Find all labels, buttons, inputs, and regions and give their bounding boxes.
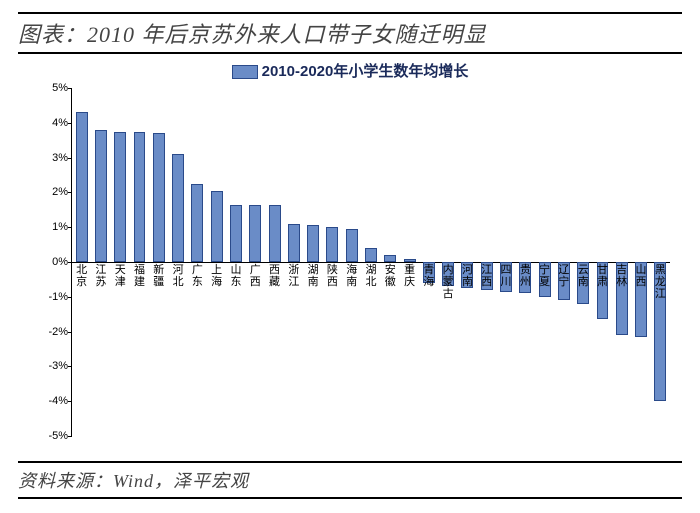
x-tick-label: 内蒙古	[439, 264, 458, 300]
x-tick-label: 河北	[168, 264, 187, 288]
y-tick	[68, 123, 72, 124]
bar	[326, 227, 338, 262]
y-tick	[68, 332, 72, 333]
y-tick	[68, 88, 72, 89]
y-tick-label: -5%	[36, 430, 68, 442]
bar	[269, 205, 281, 262]
x-tick-label: 宁夏	[535, 264, 554, 288]
x-tick-label: 海南	[342, 264, 361, 288]
bar	[307, 225, 319, 262]
y-tick-label: 3%	[36, 152, 68, 164]
x-tick-label: 福建	[130, 264, 149, 288]
y-tick-label: 5%	[36, 82, 68, 94]
x-tick-label: 山西	[631, 264, 650, 288]
y-tick	[68, 297, 72, 298]
y-tick	[68, 158, 72, 159]
bar	[191, 184, 203, 262]
bar	[404, 259, 416, 262]
x-tick-label: 甘肃	[593, 264, 612, 288]
y-tick-label: -2%	[36, 326, 68, 338]
bar	[365, 248, 377, 262]
x-tick-label: 上海	[207, 264, 226, 288]
x-tick-label: 湖北	[361, 264, 380, 288]
y-tick	[68, 227, 72, 228]
x-tick-label: 湖南	[303, 264, 322, 288]
bar	[249, 205, 261, 262]
bar	[384, 255, 396, 262]
y-tick	[68, 192, 72, 193]
bar	[211, 191, 223, 262]
legend: 2010-2020年小学生数年均增长	[0, 60, 700, 81]
x-tick-label: 辽宁	[554, 264, 573, 288]
y-tick-label: 0%	[36, 256, 68, 268]
x-tick-label: 广西	[246, 264, 265, 288]
bar	[346, 229, 358, 262]
x-tick-label: 河南	[458, 264, 477, 288]
chart-area: -5%-4%-3%-2%-1%0%1%2%3%4%5%北京江苏天津福建新疆河北广…	[36, 82, 676, 442]
x-tick-label: 北京	[72, 264, 91, 288]
bar	[288, 224, 300, 262]
x-tick-label: 安徽	[381, 264, 400, 288]
bar	[134, 132, 146, 263]
page: 图表：2010 年后京苏外来人口带子女随迁明显 2010-2020年小学生数年均…	[0, 0, 700, 513]
x-tick-label: 新疆	[149, 264, 168, 288]
x-tick-label: 广东	[188, 264, 207, 288]
y-tick-label: -1%	[36, 291, 68, 303]
legend-swatch	[232, 65, 258, 79]
x-tick-label: 吉林	[612, 264, 631, 288]
y-tick-label: 1%	[36, 221, 68, 233]
source-text: 资料来源：Wind，泽平宏观	[18, 467, 249, 493]
legend-label: 2010-2020年小学生数年均增长	[262, 63, 469, 80]
x-tick-label: 四川	[496, 264, 515, 288]
y-tick	[68, 401, 72, 402]
y-tick	[68, 366, 72, 367]
y-tick-label: 4%	[36, 117, 68, 129]
x-tick-label: 陕西	[323, 264, 342, 288]
x-tick-label: 贵州	[516, 264, 535, 288]
bar	[172, 154, 184, 262]
x-tick-label: 重庆	[400, 264, 419, 288]
chart-title: 图表：2010 年后京苏外来人口带子女随迁明显	[18, 17, 487, 49]
y-tick	[68, 436, 72, 437]
x-tick-label: 天津	[111, 264, 130, 288]
bar	[95, 130, 107, 262]
x-tick-label: 浙江	[284, 264, 303, 288]
title-bar: 图表：2010 年后京苏外来人口带子女随迁明显	[18, 12, 682, 54]
x-tick-label: 江苏	[91, 264, 110, 288]
bar	[153, 133, 165, 262]
x-tick-label: 西藏	[265, 264, 284, 288]
x-tick-label: 青海	[419, 264, 438, 288]
bar	[76, 112, 88, 262]
y-tick-label: -4%	[36, 395, 68, 407]
bar	[230, 205, 242, 262]
bar	[114, 132, 126, 263]
source-bar: 资料来源：Wind，泽平宏观	[18, 461, 682, 499]
y-tick-label: -3%	[36, 360, 68, 372]
x-tick-label: 山东	[226, 264, 245, 288]
x-tick-label: 江西	[477, 264, 496, 288]
y-tick-label: 2%	[36, 186, 68, 198]
y-tick	[68, 262, 72, 263]
x-tick-label: 黑龙江	[651, 264, 670, 300]
x-tick-label: 云南	[574, 264, 593, 288]
